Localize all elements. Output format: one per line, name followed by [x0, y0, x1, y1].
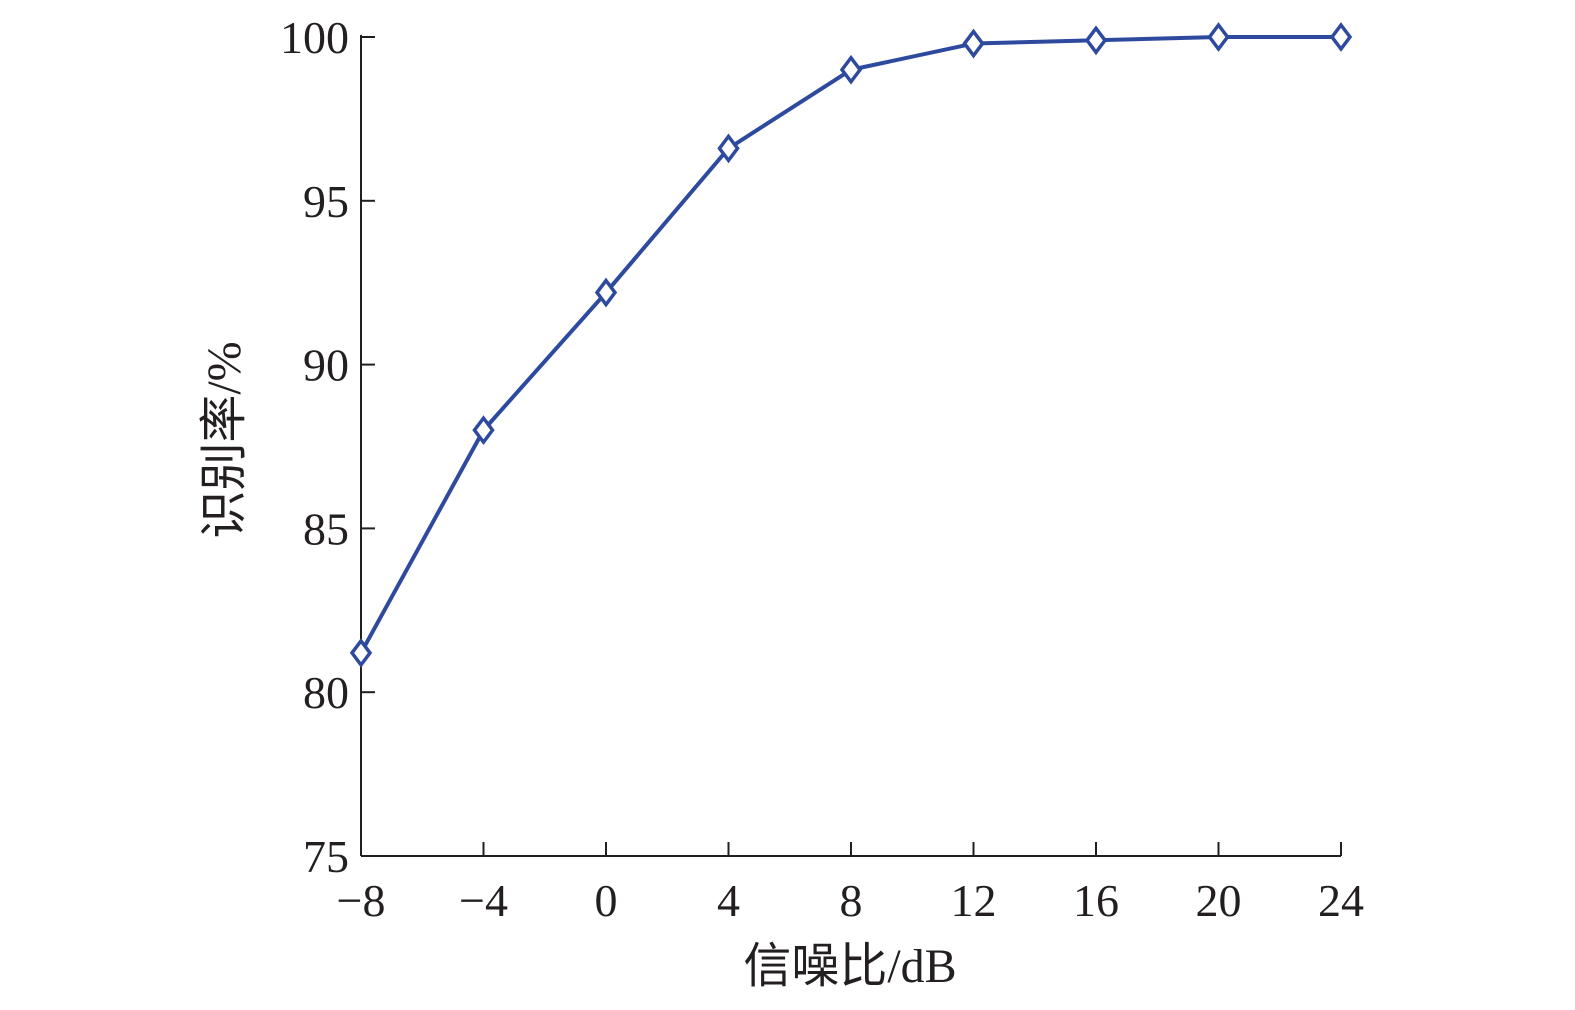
data-point-marker	[839, 54, 863, 85]
data-point-marker	[1207, 22, 1230, 52]
data-point-marker	[962, 28, 985, 59]
axes: 75 80 85 90 95 100 −8 −4 0 4 8 12 16 20 24	[280, 12, 1364, 926]
x-tick-label: 16	[1073, 875, 1119, 926]
y-tick-label: 90	[303, 340, 349, 391]
data-point-marker	[1329, 22, 1353, 52]
x-tick-label: 0	[595, 875, 618, 926]
x-axis-title: 信噪比/dB	[743, 940, 956, 993]
x-tick-label: 4	[717, 875, 740, 926]
x-tick-label: −4	[459, 875, 508, 926]
y-axis-title: 识别率/%	[198, 341, 251, 538]
series-layer	[349, 22, 1353, 668]
data-point-marker	[349, 637, 373, 668]
x-tick-label: 24	[1318, 875, 1364, 926]
x-tick-label: 20	[1196, 875, 1242, 926]
x-tick-label: 8	[840, 875, 863, 926]
x-tick-label: −8	[337, 875, 386, 926]
y-tick-label: 85	[303, 503, 349, 554]
y-tick-label: 80	[303, 667, 349, 718]
series-line	[359, 35, 1341, 654]
data-point-marker	[717, 133, 740, 164]
data-point-marker	[472, 415, 495, 446]
y-tick-label: 75	[303, 831, 349, 882]
data-point-marker	[1084, 25, 1108, 56]
y-tick-label: 95	[303, 176, 349, 227]
data-point-marker	[594, 277, 618, 308]
x-tick-label: 12	[951, 875, 997, 926]
y-tick-label: 100	[280, 12, 349, 63]
